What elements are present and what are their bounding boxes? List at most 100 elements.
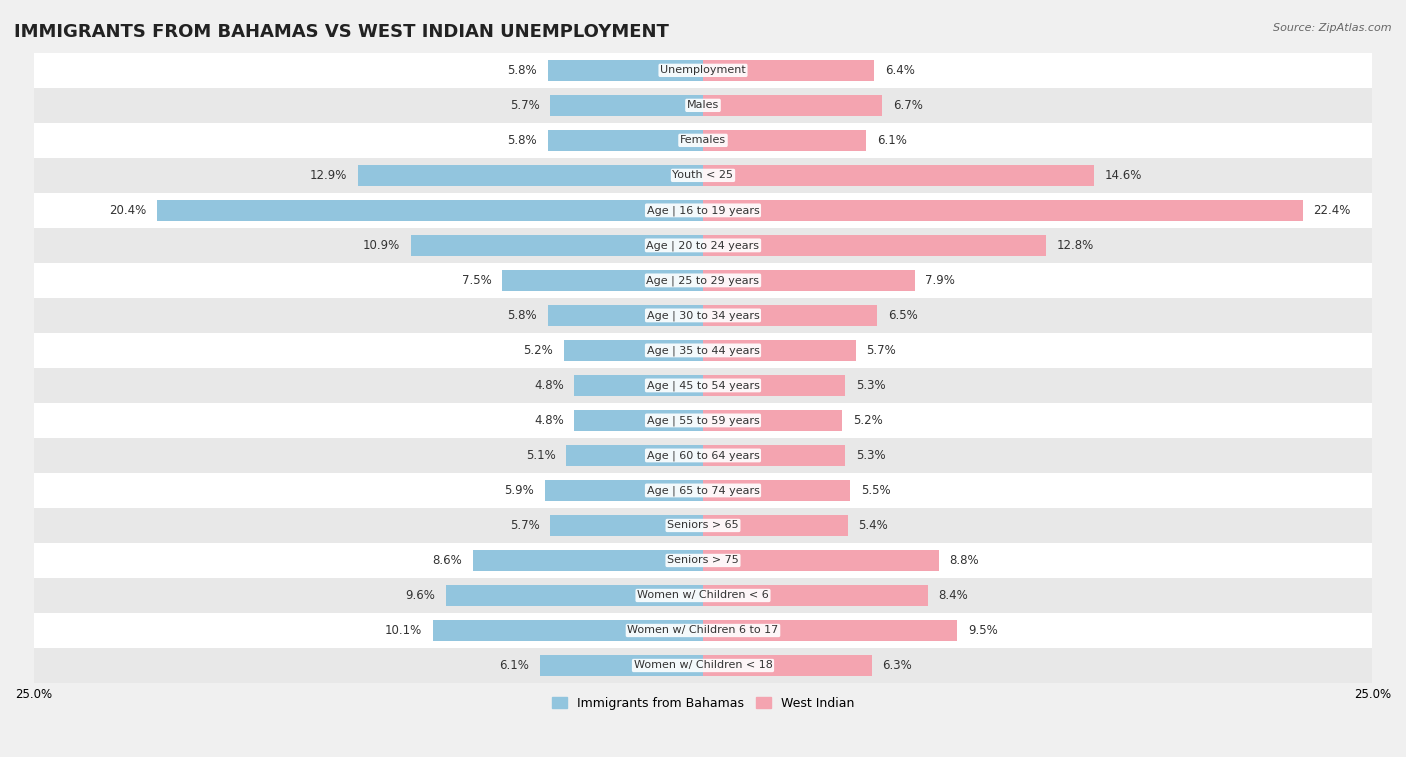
Text: 7.5%: 7.5%: [461, 274, 492, 287]
Text: 9.5%: 9.5%: [969, 624, 998, 637]
Bar: [540, 655, 703, 676]
Text: Males: Males: [688, 101, 718, 111]
Bar: [703, 165, 1094, 186]
Bar: [34, 613, 1372, 648]
Bar: [703, 235, 1046, 256]
Text: Age | 20 to 24 years: Age | 20 to 24 years: [647, 240, 759, 251]
Text: 5.8%: 5.8%: [508, 309, 537, 322]
Text: Unemployment: Unemployment: [661, 65, 745, 76]
Bar: [703, 550, 939, 571]
Text: 5.5%: 5.5%: [860, 484, 890, 497]
Text: Age | 25 to 29 years: Age | 25 to 29 years: [647, 275, 759, 285]
Text: Age | 16 to 19 years: Age | 16 to 19 years: [647, 205, 759, 216]
Text: 5.3%: 5.3%: [856, 379, 886, 392]
Bar: [703, 270, 914, 291]
Bar: [34, 473, 1372, 508]
Text: 8.8%: 8.8%: [949, 554, 979, 567]
Bar: [34, 158, 1372, 193]
Bar: [703, 620, 957, 641]
Text: 5.2%: 5.2%: [853, 414, 883, 427]
Bar: [34, 648, 1372, 683]
Bar: [703, 655, 872, 676]
Text: 6.5%: 6.5%: [887, 309, 918, 322]
Bar: [703, 200, 1303, 221]
Text: Women w/ Children < 6: Women w/ Children < 6: [637, 590, 769, 600]
Text: Youth < 25: Youth < 25: [672, 170, 734, 180]
Bar: [703, 445, 845, 466]
Text: Age | 65 to 74 years: Age | 65 to 74 years: [647, 485, 759, 496]
Bar: [34, 333, 1372, 368]
Text: 5.7%: 5.7%: [866, 344, 896, 357]
Text: 4.8%: 4.8%: [534, 379, 564, 392]
Bar: [34, 298, 1372, 333]
Bar: [472, 550, 703, 571]
Text: Females: Females: [681, 136, 725, 145]
Bar: [703, 410, 842, 431]
Bar: [34, 193, 1372, 228]
Text: Age | 45 to 54 years: Age | 45 to 54 years: [647, 380, 759, 391]
Bar: [703, 375, 845, 396]
Bar: [34, 508, 1372, 543]
Text: 5.1%: 5.1%: [526, 449, 555, 462]
Bar: [703, 60, 875, 81]
Bar: [34, 543, 1372, 578]
Text: 12.8%: 12.8%: [1056, 239, 1094, 252]
Bar: [703, 95, 883, 116]
Bar: [34, 53, 1372, 88]
Bar: [548, 60, 703, 81]
Bar: [34, 263, 1372, 298]
Text: 5.9%: 5.9%: [505, 484, 534, 497]
Bar: [546, 480, 703, 501]
Text: 6.1%: 6.1%: [499, 659, 529, 672]
Text: 14.6%: 14.6%: [1105, 169, 1142, 182]
Bar: [703, 340, 856, 361]
Text: 6.7%: 6.7%: [893, 99, 922, 112]
Bar: [575, 410, 703, 431]
Bar: [550, 515, 703, 536]
Bar: [703, 480, 851, 501]
Text: 5.7%: 5.7%: [510, 99, 540, 112]
Text: 6.4%: 6.4%: [886, 64, 915, 77]
Text: Women w/ Children 6 to 17: Women w/ Children 6 to 17: [627, 625, 779, 635]
Bar: [34, 368, 1372, 403]
Text: 5.2%: 5.2%: [523, 344, 553, 357]
Text: 4.8%: 4.8%: [534, 414, 564, 427]
Text: IMMIGRANTS FROM BAHAMAS VS WEST INDIAN UNEMPLOYMENT: IMMIGRANTS FROM BAHAMAS VS WEST INDIAN U…: [14, 23, 669, 41]
Bar: [34, 228, 1372, 263]
Text: Age | 60 to 64 years: Age | 60 to 64 years: [647, 450, 759, 461]
Bar: [34, 438, 1372, 473]
Bar: [548, 130, 703, 151]
Text: 20.4%: 20.4%: [108, 204, 146, 217]
Text: 5.3%: 5.3%: [856, 449, 886, 462]
Text: 6.1%: 6.1%: [877, 134, 907, 147]
Bar: [34, 578, 1372, 613]
Text: 8.4%: 8.4%: [939, 589, 969, 602]
Text: Age | 55 to 59 years: Age | 55 to 59 years: [647, 415, 759, 425]
Bar: [34, 403, 1372, 438]
Text: 9.6%: 9.6%: [405, 589, 436, 602]
Bar: [703, 130, 866, 151]
Bar: [703, 585, 928, 606]
Bar: [411, 235, 703, 256]
Text: 10.1%: 10.1%: [385, 624, 422, 637]
Bar: [446, 585, 703, 606]
Text: Seniors > 65: Seniors > 65: [668, 521, 738, 531]
Bar: [156, 200, 703, 221]
Text: 5.8%: 5.8%: [508, 64, 537, 77]
Text: 6.3%: 6.3%: [883, 659, 912, 672]
Bar: [433, 620, 703, 641]
Text: 8.6%: 8.6%: [432, 554, 463, 567]
Bar: [564, 340, 703, 361]
Bar: [548, 305, 703, 326]
Text: 5.4%: 5.4%: [858, 519, 889, 532]
Bar: [34, 123, 1372, 158]
Text: 5.8%: 5.8%: [508, 134, 537, 147]
Text: Age | 30 to 34 years: Age | 30 to 34 years: [647, 310, 759, 321]
Bar: [502, 270, 703, 291]
Text: Seniors > 75: Seniors > 75: [666, 556, 740, 565]
Text: 22.4%: 22.4%: [1313, 204, 1351, 217]
Bar: [357, 165, 703, 186]
Text: Age | 35 to 44 years: Age | 35 to 44 years: [647, 345, 759, 356]
Bar: [34, 88, 1372, 123]
Text: 10.9%: 10.9%: [363, 239, 401, 252]
